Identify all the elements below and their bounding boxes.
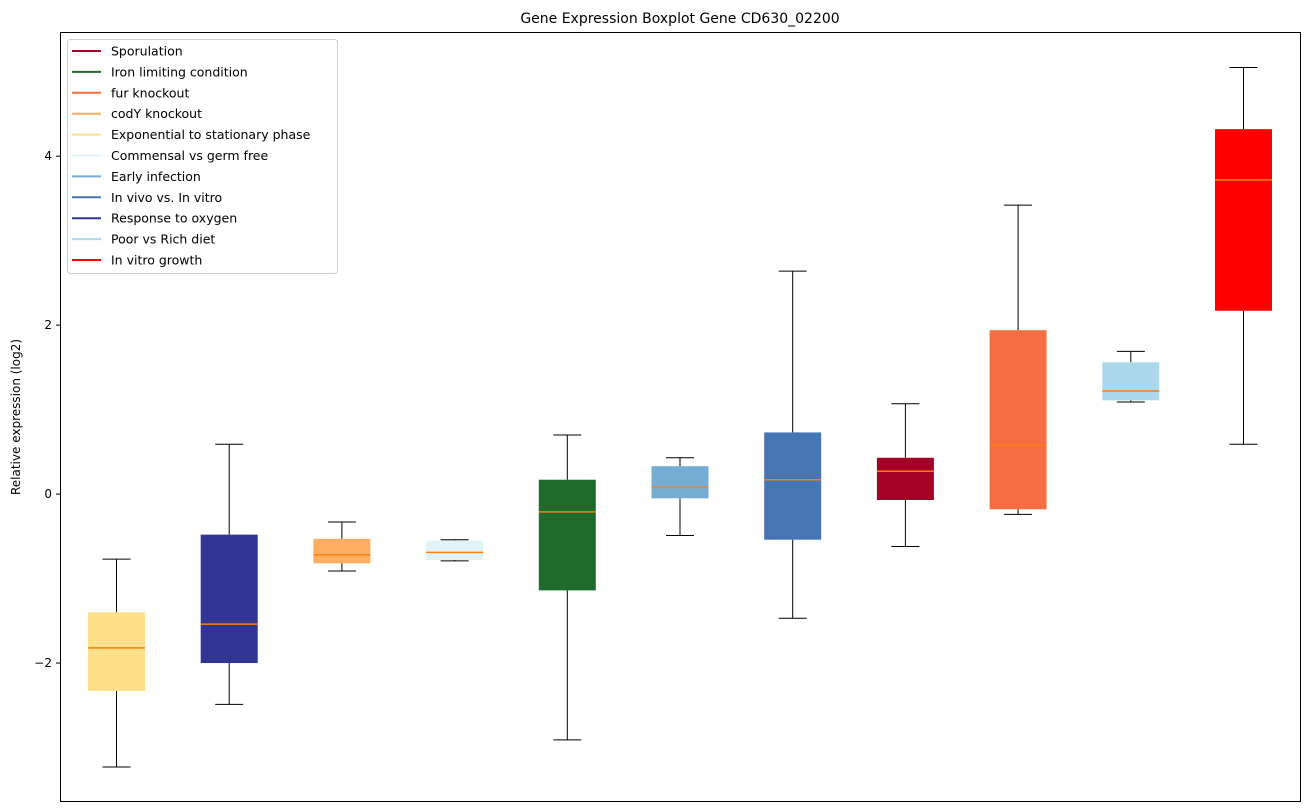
box-body bbox=[1215, 129, 1272, 311]
legend-label: Poor vs Rich diet bbox=[111, 232, 215, 247]
box-body bbox=[538, 479, 596, 591]
box-4 bbox=[426, 539, 484, 562]
legend: Sporulation Iron limiting condition fur kn… bbox=[67, 39, 338, 274]
box-body bbox=[651, 466, 709, 499]
box-6 bbox=[651, 457, 709, 536]
box-7 bbox=[764, 270, 822, 619]
legend-label: Iron limiting condition bbox=[111, 64, 248, 79]
y-axis-label: Relative expression (log2) bbox=[9, 339, 23, 495]
box-body bbox=[764, 432, 822, 540]
box-body bbox=[426, 540, 484, 560]
box-body bbox=[989, 330, 1047, 510]
box-3 bbox=[313, 521, 371, 572]
legend-label: In vivo vs. In vitro bbox=[111, 190, 222, 205]
chart-title: Gene Expression Boxplot Gene CD630_02200 bbox=[520, 11, 839, 27]
box-9 bbox=[989, 204, 1047, 515]
y-tick-label: −2 bbox=[34, 656, 52, 670]
legend-label: Exponential to stationary phase bbox=[111, 127, 311, 142]
legend-frame bbox=[67, 39, 338, 274]
legend-label: Commensal vs germ free bbox=[111, 148, 268, 163]
legend-label: Sporulation bbox=[111, 44, 183, 59]
box-2 bbox=[200, 443, 258, 705]
box-1 bbox=[88, 558, 145, 768]
legend-label: codY knockout bbox=[111, 106, 202, 121]
legend-label: In vitro growth bbox=[111, 253, 202, 268]
box-body bbox=[1102, 362, 1160, 401]
box-8 bbox=[876, 403, 934, 547]
box-body bbox=[200, 534, 258, 664]
box-body bbox=[88, 612, 145, 691]
box-11 bbox=[1215, 66, 1272, 445]
box-10 bbox=[1102, 350, 1160, 403]
box-body bbox=[876, 457, 934, 500]
box-5 bbox=[538, 434, 596, 741]
plot-frame bbox=[60, 32, 1301, 802]
legend-label: Response to oxygen bbox=[111, 211, 237, 226]
y-tick-label: 0 bbox=[44, 487, 52, 501]
legend-label: fur knockout bbox=[111, 85, 189, 100]
y-tick-label: 4 bbox=[44, 149, 52, 163]
box-body bbox=[313, 538, 371, 564]
y-tick-label: 2 bbox=[44, 318, 52, 332]
legend-label: Early infection bbox=[111, 169, 201, 184]
